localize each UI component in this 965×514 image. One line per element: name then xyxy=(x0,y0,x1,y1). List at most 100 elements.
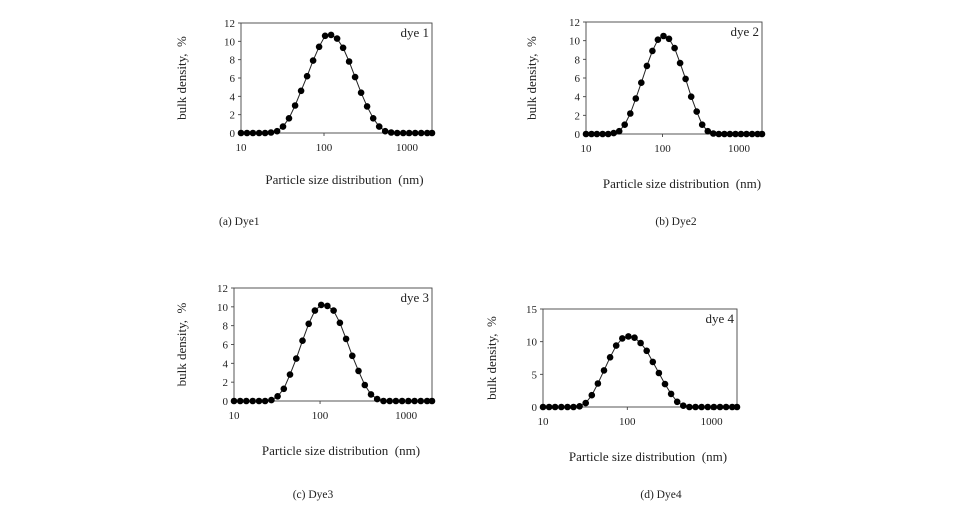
data-point xyxy=(363,103,371,110)
data-point xyxy=(649,358,657,366)
data-point xyxy=(303,72,311,80)
data-point xyxy=(274,393,281,400)
y-tick-label: 2 xyxy=(230,110,236,122)
data-point xyxy=(405,129,413,137)
data-point xyxy=(649,47,656,55)
data-point xyxy=(393,129,401,137)
y-tick-label: 0 xyxy=(223,396,229,408)
data-point xyxy=(627,110,634,117)
data-point xyxy=(600,367,608,374)
data-point xyxy=(373,395,381,403)
series-label: dye 1 xyxy=(400,25,429,40)
y-tick-label: 10 xyxy=(224,36,236,48)
panel-caption: (a) Dye1 xyxy=(219,216,260,228)
data-point xyxy=(612,342,620,349)
data-point xyxy=(398,397,406,405)
data-point xyxy=(423,397,431,405)
data-point xyxy=(339,44,347,52)
x-axis-label: Particle size distribution (nm) xyxy=(265,172,423,187)
panel-c: 0 2 4 6 8 10 12 10 100 1000 dye 3 Particle size dis… xyxy=(174,283,436,501)
data-point xyxy=(273,127,281,135)
data-point xyxy=(661,380,669,388)
data-point xyxy=(667,390,675,398)
data-point xyxy=(333,35,341,42)
data-point xyxy=(698,403,705,411)
y-axis-label: bulk density, % xyxy=(484,316,499,400)
data-point xyxy=(686,403,693,411)
data-point xyxy=(315,43,323,51)
y-tick-label: 2 xyxy=(223,377,229,389)
x-tick-label: 10 xyxy=(236,142,248,154)
x-axis-label: Particle size distribution (nm) xyxy=(569,449,727,464)
data-point xyxy=(637,339,644,347)
panel-caption: (b) Dye2 xyxy=(655,216,696,228)
data-point xyxy=(715,130,723,138)
data-point xyxy=(417,397,425,405)
data-point xyxy=(286,371,294,378)
data-point xyxy=(297,87,305,95)
data-point xyxy=(676,59,684,67)
y-tick-label: 12 xyxy=(569,17,580,29)
data-point xyxy=(687,93,695,100)
data-point xyxy=(716,403,724,411)
data-point xyxy=(593,130,601,138)
data-point xyxy=(317,301,325,309)
data-point xyxy=(643,62,651,70)
data-point xyxy=(417,129,425,137)
data-point xyxy=(604,130,612,138)
y-tick-label: 0 xyxy=(575,129,581,141)
x-tick-label: 1000 xyxy=(728,143,751,155)
y-tick-label: 10 xyxy=(526,337,538,349)
panel-a: 0 2 4 6 8 10 12 10 100 1000 dye 1 Particle size dis… xyxy=(174,18,436,228)
y-tick-label: 4 xyxy=(223,358,229,370)
data-point xyxy=(428,397,436,405)
data-point xyxy=(243,397,250,405)
data-point xyxy=(367,391,375,398)
series-line xyxy=(543,335,737,408)
data-point xyxy=(349,352,356,360)
data-point xyxy=(631,334,638,342)
data-point xyxy=(665,35,673,43)
data-point xyxy=(576,403,583,410)
data-point xyxy=(411,129,419,137)
data-point xyxy=(606,354,614,361)
data-point xyxy=(411,397,418,405)
data-point xyxy=(375,123,383,130)
data-point xyxy=(293,355,300,362)
data-point xyxy=(721,130,728,138)
y-tick-label: 4 xyxy=(575,92,581,104)
data-point xyxy=(261,129,269,137)
data-point xyxy=(726,130,734,138)
y-tick-label: 0 xyxy=(230,128,236,140)
y-axis-label: bulk density, % xyxy=(174,303,189,387)
data-point xyxy=(321,32,329,40)
y-axis-label: bulk density, % xyxy=(174,36,189,120)
y-tick-label: 6 xyxy=(230,73,236,85)
data-point xyxy=(230,397,238,405)
y-tick-label: 6 xyxy=(575,73,581,85)
data-point xyxy=(285,115,293,122)
data-point xyxy=(710,130,717,137)
panel-d: 0 5 10 15 10 100 1000 dye 4 Particle size distri… xyxy=(484,304,741,501)
data-point xyxy=(342,335,350,343)
series-line xyxy=(234,304,432,402)
data-point xyxy=(588,130,595,138)
data-point xyxy=(327,31,335,39)
y-tick-label: 8 xyxy=(223,321,229,333)
data-point xyxy=(693,108,700,115)
data-point xyxy=(758,130,766,138)
y-tick-label: 8 xyxy=(230,55,236,67)
data-point xyxy=(386,397,394,405)
y-tick-label: 4 xyxy=(230,91,236,103)
data-point xyxy=(237,129,245,137)
data-point xyxy=(336,319,344,327)
data-point xyxy=(387,129,395,136)
y-tick-label: 15 xyxy=(526,304,538,316)
x-tick-label: 10 xyxy=(581,143,593,155)
data-point xyxy=(621,121,628,128)
data-point xyxy=(545,403,553,411)
y-tick-label: 10 xyxy=(217,302,229,314)
data-point xyxy=(345,58,353,65)
x-tick-label: 1000 xyxy=(395,410,418,422)
